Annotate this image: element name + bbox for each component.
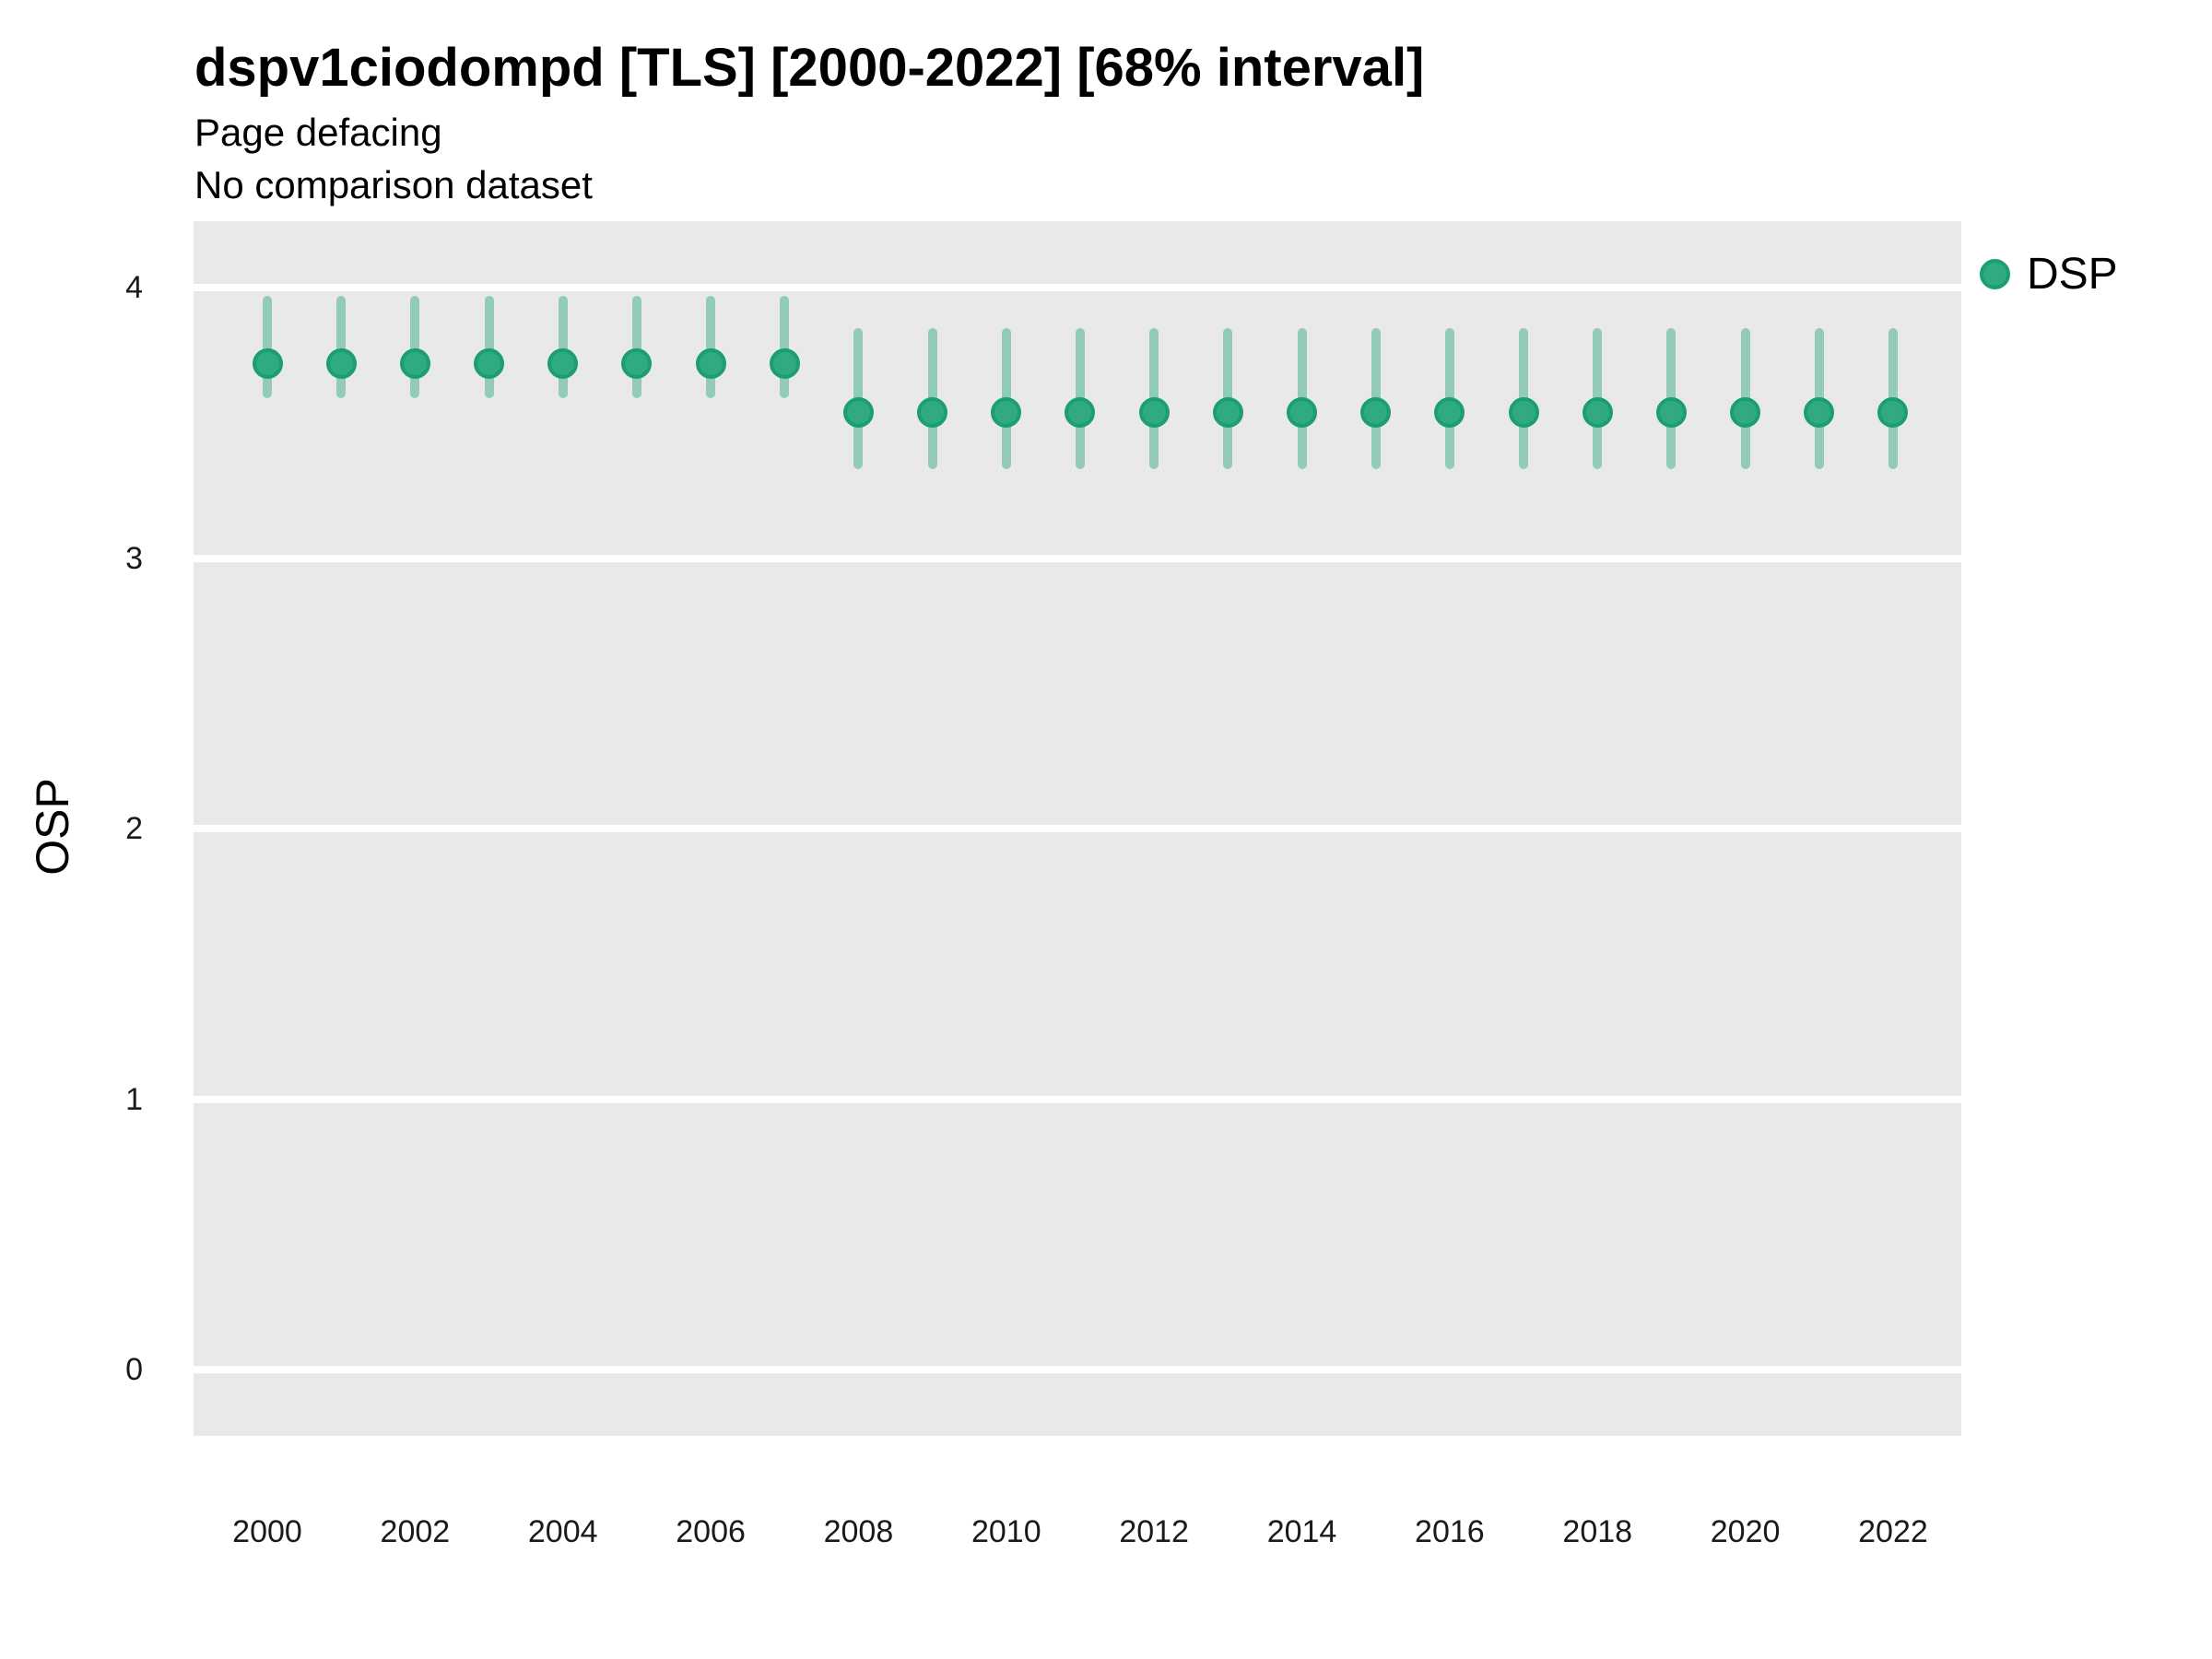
data-point	[917, 396, 948, 428]
data-point	[1655, 396, 1687, 428]
gridline-y-2	[194, 825, 1961, 832]
x-tick-label: 2020	[1710, 1514, 1781, 1549]
legend: DSP	[1980, 249, 2118, 300]
data-point	[695, 347, 726, 379]
interval-bar	[780, 295, 790, 399]
data-point	[769, 347, 800, 379]
interval-bar	[410, 295, 420, 399]
chart-title: dspv1ciodompd [TLS] [2000-2022] [68% int…	[194, 38, 1425, 98]
y-tick-label: 3	[125, 540, 143, 576]
x-tick-label: 2000	[232, 1514, 302, 1549]
x-tick-label: 2008	[823, 1514, 894, 1549]
x-tick-label: 2018	[1562, 1514, 1633, 1549]
legend-dsp-circle-icon	[1980, 259, 2010, 289]
data-point	[474, 347, 505, 379]
x-tick-label: 2002	[380, 1514, 451, 1549]
interval-bar	[263, 295, 272, 399]
data-point	[399, 347, 430, 379]
x-tick-label: 2016	[1415, 1514, 1485, 1549]
data-point	[1508, 396, 1539, 428]
interval-bar	[631, 295, 641, 399]
data-point	[1360, 396, 1392, 428]
x-tick-label: 2014	[1266, 1514, 1337, 1549]
x-tick-label: 2012	[1119, 1514, 1189, 1549]
data-point	[252, 347, 283, 379]
data-point	[547, 347, 579, 379]
legend-dsp-label: DSP	[2027, 250, 2118, 299]
gridline-y-0	[194, 1366, 1961, 1373]
data-point	[1877, 396, 1909, 428]
data-point	[1434, 396, 1465, 428]
x-tick-label: 2004	[527, 1514, 598, 1549]
plot-panel	[194, 221, 1961, 1436]
chart-note: No comparison dataset	[194, 163, 593, 206]
gridline-y-3	[194, 554, 1961, 562]
x-tick-label: 2006	[676, 1514, 746, 1549]
y-tick-label: 2	[125, 811, 143, 846]
data-point	[991, 396, 1022, 428]
gridline-y-1	[194, 1095, 1961, 1103]
y-tick-label: 4	[125, 270, 143, 305]
x-tick-label: 2022	[1858, 1514, 1928, 1549]
data-point	[325, 347, 357, 379]
interval-bar	[336, 295, 347, 399]
data-point	[621, 347, 653, 379]
gridline-y-4	[194, 284, 1961, 291]
interval-bar	[706, 295, 716, 399]
y-tick-label: 0	[125, 1352, 143, 1387]
data-point	[1730, 396, 1761, 428]
x-tick-label: 2010	[971, 1514, 1041, 1549]
data-point	[1138, 396, 1170, 428]
y-tick-label: 1	[125, 1081, 143, 1117]
data-point	[1212, 396, 1243, 428]
data-point	[842, 396, 874, 428]
data-point	[1804, 396, 1835, 428]
data-point	[1065, 396, 1096, 428]
data-point	[1287, 396, 1318, 428]
interval-bar	[558, 295, 568, 399]
data-point	[1582, 396, 1613, 428]
interval-bar	[484, 295, 494, 399]
chart-subtitle: Page defacing	[194, 111, 442, 154]
